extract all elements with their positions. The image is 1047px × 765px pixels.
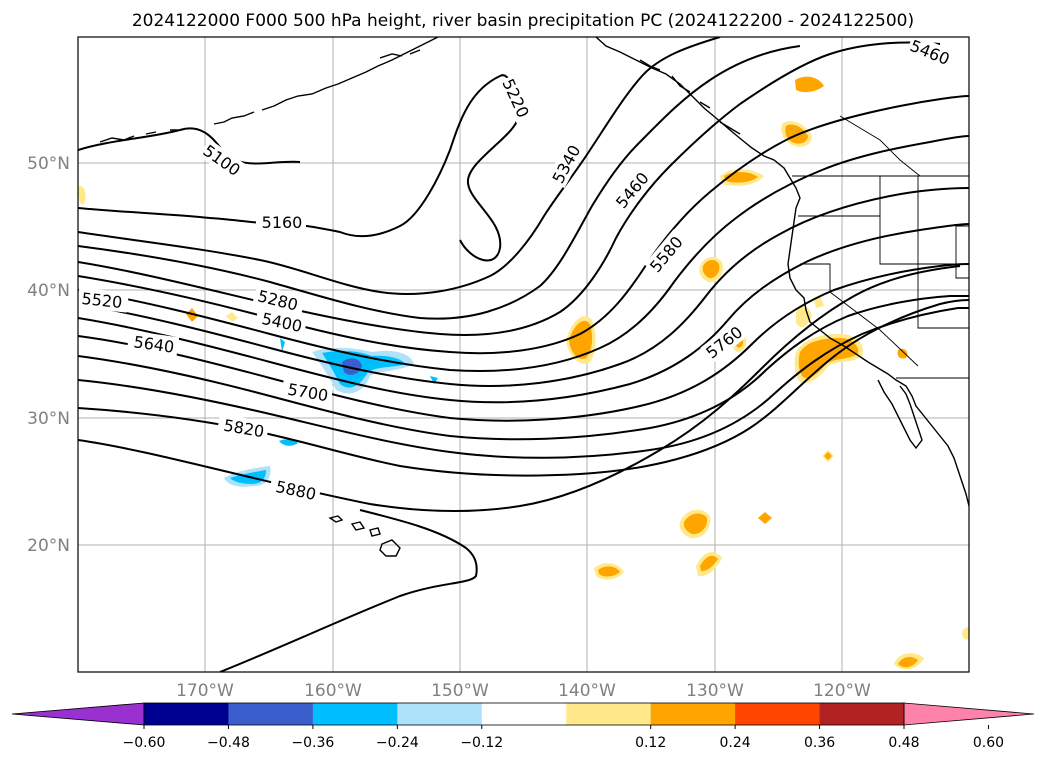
precip-blob-orange-2 <box>702 260 720 279</box>
precip-blob-blue-5 <box>280 338 285 352</box>
west-coast-north-america <box>595 37 969 507</box>
contour-5880-south <box>219 509 478 672</box>
colorbar-bin <box>481 703 567 725</box>
contour-5160 <box>78 74 520 262</box>
precip-blob-yellow-13 <box>962 627 969 640</box>
contour-label-5520: 5520 <box>81 289 123 312</box>
label-bg <box>280 377 334 407</box>
precip-blob-orange-6 <box>798 338 859 379</box>
contour-5100 <box>78 127 301 165</box>
colorbar-tick-label: 0.48 <box>888 735 919 751</box>
label-bg <box>198 139 248 182</box>
lon-label-150w: 150°W <box>431 681 489 701</box>
kodiak-coast <box>379 49 421 59</box>
colorbar-bin <box>566 703 652 725</box>
label-bg <box>78 287 129 313</box>
contour-5220 <box>78 37 721 295</box>
colorbar-bin <box>650 703 736 725</box>
colorbar-tick-label: 0.12 <box>635 735 666 751</box>
colorbar-bin <box>819 703 905 725</box>
label-bg <box>905 37 956 71</box>
precip-blob-orange-12 <box>824 452 832 460</box>
label-bg <box>497 73 536 124</box>
contour-5280 <box>78 45 801 320</box>
colorbar-tick-label: −0.12 <box>460 735 503 751</box>
lon-label-160w: 160°W <box>304 681 362 701</box>
lon-label-170w: 170°W <box>176 681 234 701</box>
map-title: 2024122000 F000 500 hPa height, river ba… <box>132 11 914 31</box>
coastlines <box>99 37 969 557</box>
lat-label-40n: 40°N <box>27 281 70 301</box>
label-bg <box>216 413 270 443</box>
precip-blob-orange-10 <box>598 566 620 577</box>
contour-5700 <box>78 295 969 441</box>
map-frame <box>77 36 970 673</box>
precip-blob-orange-11 <box>758 512 772 524</box>
label-bg <box>126 330 180 358</box>
precip-blob-yellow-14 <box>78 185 86 205</box>
colorbar-tick-label: −0.24 <box>376 735 419 751</box>
label-bg <box>256 212 306 232</box>
lon-label-140w: 140°W <box>558 681 616 701</box>
contour-5580 <box>78 223 969 404</box>
nevada-border <box>917 264 969 329</box>
label-bg <box>644 229 690 278</box>
precip-blob-yellow-15 <box>226 312 238 322</box>
colorbar: −0.60 −0.48 −0.36 −0.24 −0.12 0.12 0.24 0.36 0.4… <box>11 702 1035 751</box>
precip-blob-orange-5 <box>795 76 824 93</box>
alaska-islands <box>639 59 741 135</box>
colorbar-under-triangle <box>11 702 145 726</box>
label-bg <box>252 284 306 316</box>
aleutian-coast <box>99 37 439 143</box>
nevada-utah-border <box>955 225 969 279</box>
label-bg <box>254 306 308 337</box>
precip-blob-orange-15 <box>897 348 908 359</box>
label-bg <box>546 138 587 189</box>
contour-5520 <box>78 187 969 387</box>
label-bg <box>700 319 750 364</box>
hawaii-islands <box>328 515 401 557</box>
colorbar-tick-label: −0.60 <box>123 735 166 751</box>
colorbar-tick-label: 0.60 <box>973 735 1004 751</box>
precip-blob-orange-13 <box>898 656 918 668</box>
lat-label-20n: 20°N <box>27 536 70 556</box>
precip-blob-orange-9 <box>700 555 718 572</box>
label-bg <box>268 474 322 505</box>
bc-alberta-border <box>839 115 921 177</box>
contour-5640 <box>78 263 969 422</box>
colorbar-tick-label: 0.24 <box>720 735 751 751</box>
colorbar-bin <box>312 703 398 725</box>
colorbar-over-triangle <box>903 702 1035 726</box>
lon-label-130w: 130°W <box>686 681 744 701</box>
precip-blob-orange-8 <box>683 513 708 535</box>
contour-5460 <box>78 135 969 373</box>
precip-blob-blue-4 <box>430 376 438 384</box>
colorbar-bin <box>228 703 314 725</box>
colorbar-bin <box>397 703 483 725</box>
lat-label-50n: 50°N <box>27 154 70 174</box>
contour-label-5160: 5160 <box>262 213 303 232</box>
contour-5760 <box>78 306 969 459</box>
baja-california-coast <box>877 379 923 450</box>
lat-label-30n: 30°N <box>27 409 70 429</box>
colorbar-bin <box>735 703 821 725</box>
colorbar-bin <box>144 703 229 725</box>
colorbar-frame <box>143 702 905 726</box>
lon-label-120w: 120°W <box>813 681 871 701</box>
colorbar-tick-label: 0.36 <box>804 735 835 751</box>
label-bg <box>610 165 656 214</box>
colorbar-tick-label: −0.48 <box>207 735 250 751</box>
contour-5880 <box>78 265 961 513</box>
precip-blob-dark-blue <box>342 358 362 375</box>
colorbar-tick-label: −0.36 <box>291 735 334 751</box>
precip-blob-yellow-6 <box>796 306 812 328</box>
oregon-border <box>798 215 969 265</box>
